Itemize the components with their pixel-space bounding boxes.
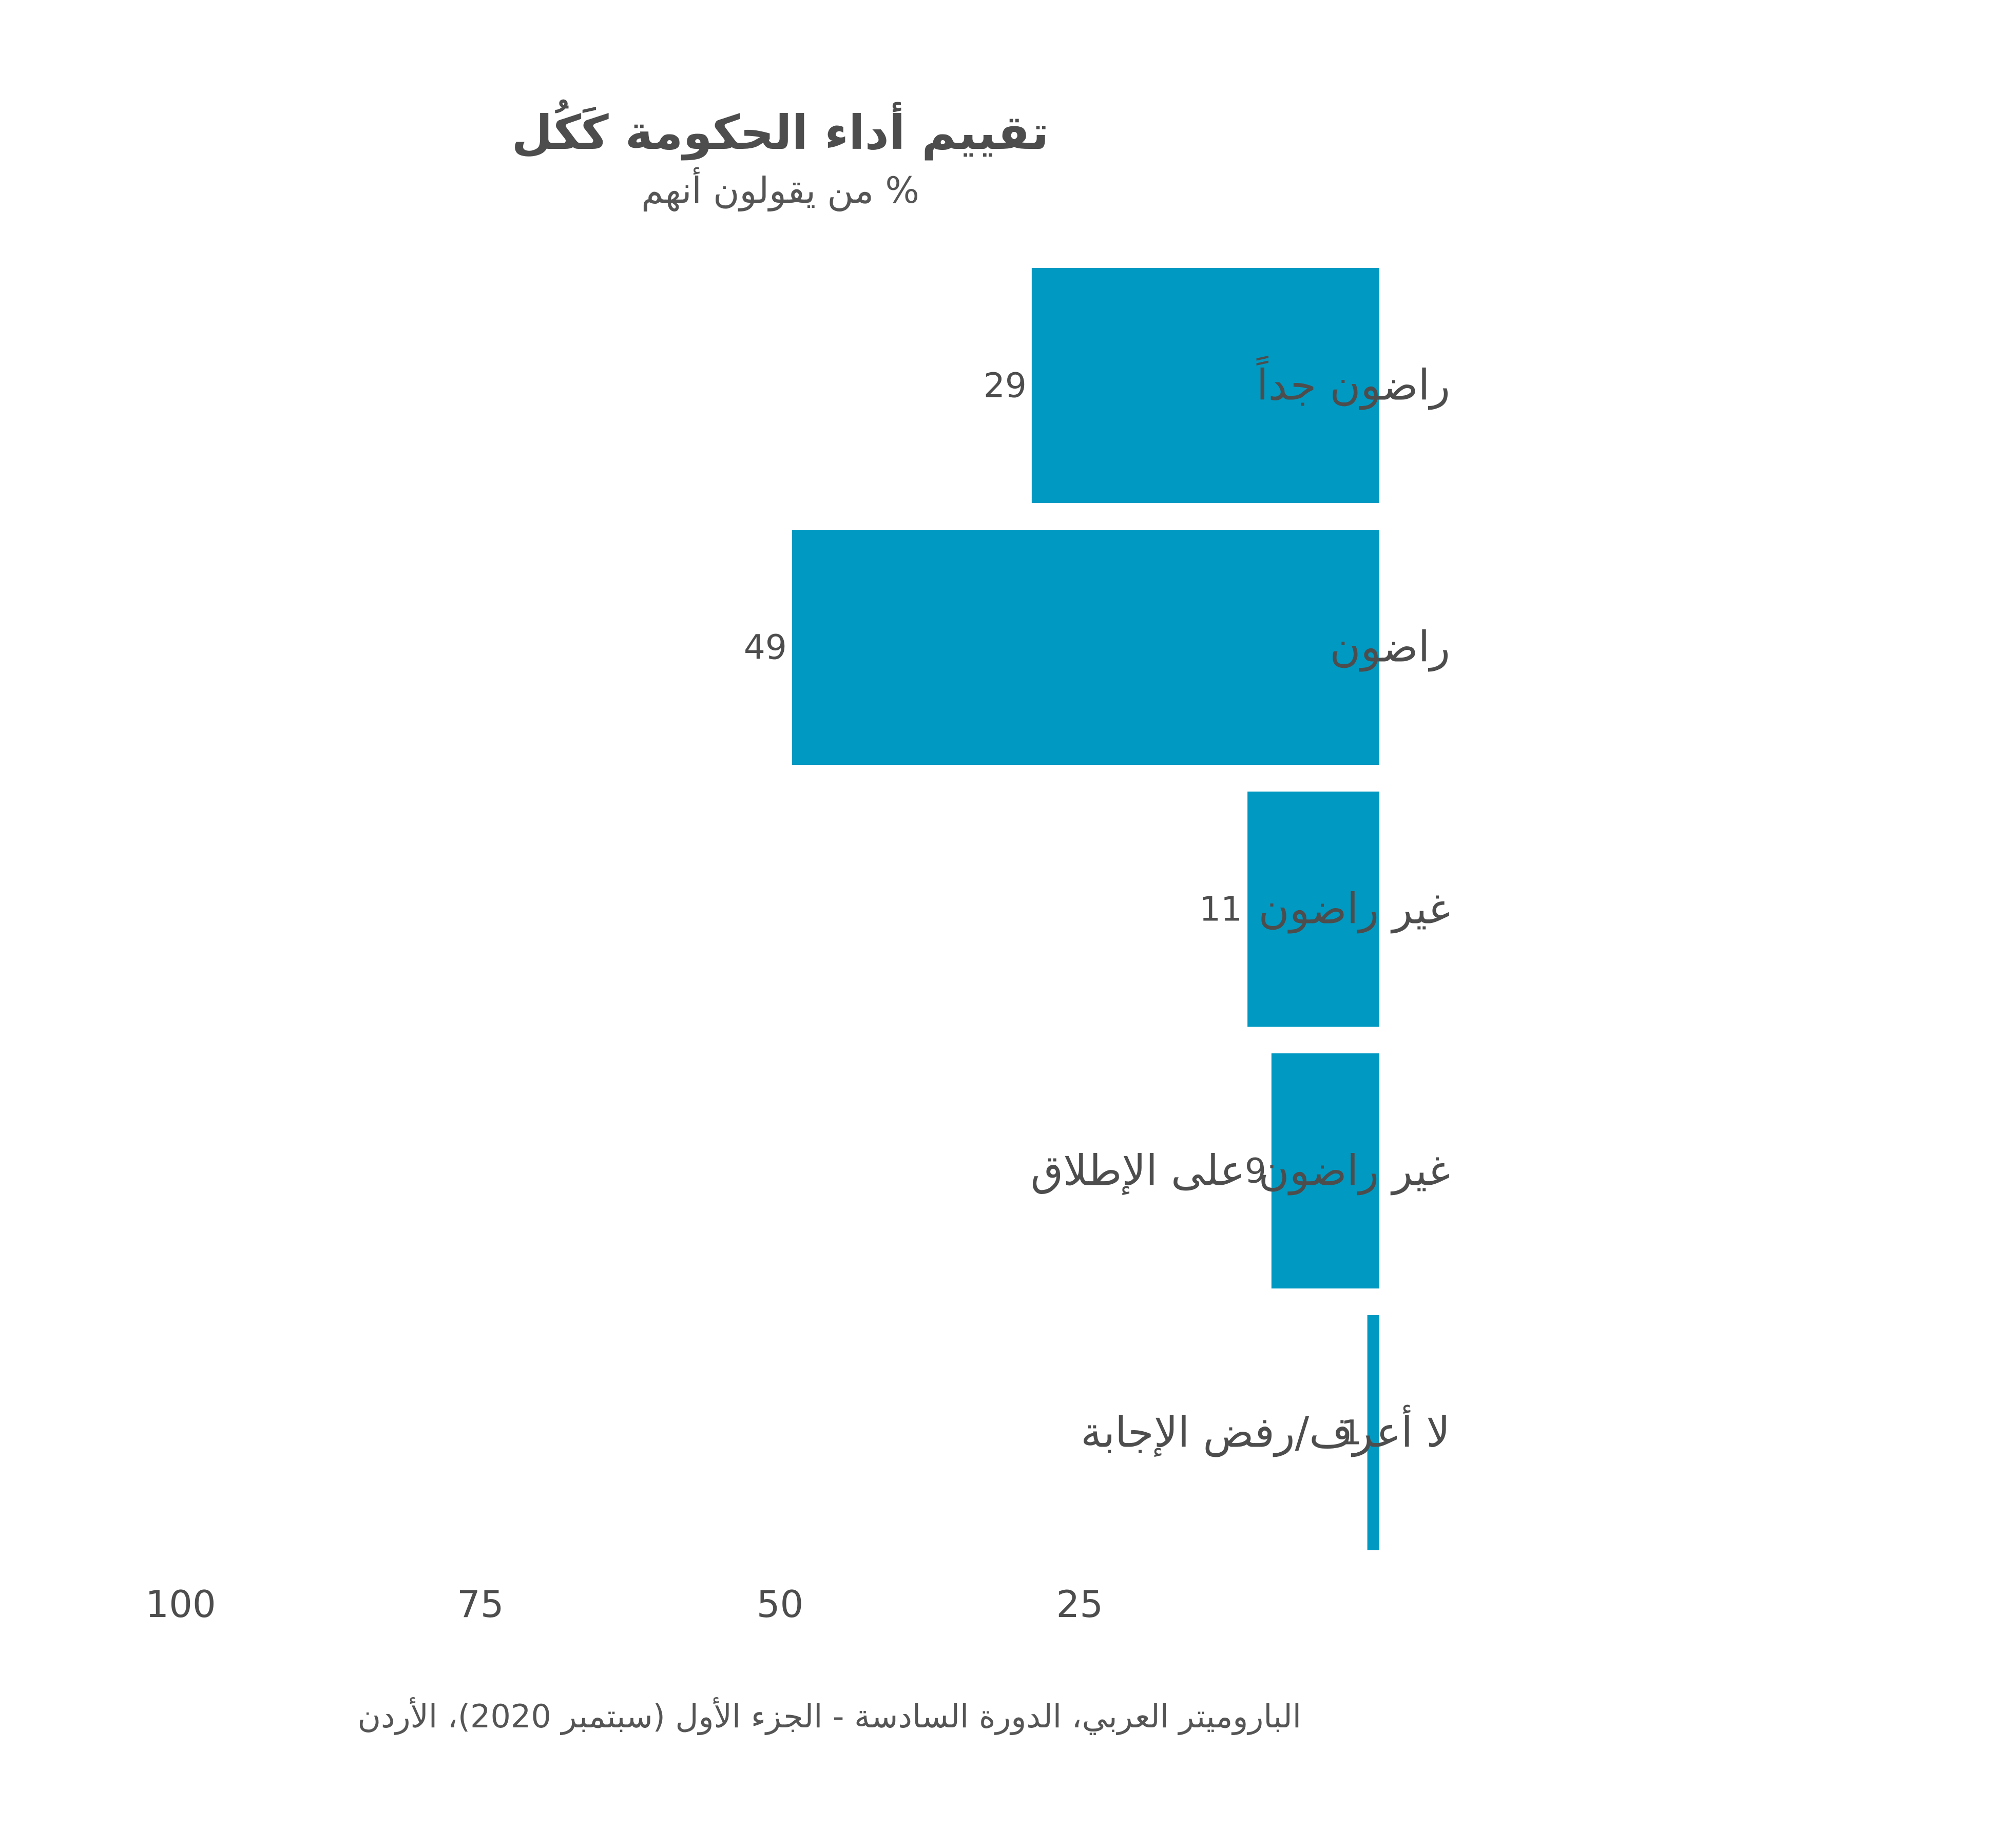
x-axis-ticks: 100 75 50 25 bbox=[145, 1583, 1103, 1626]
value-label-4: 9 bbox=[1245, 1151, 1266, 1191]
category-label-1: راضون جداً bbox=[1256, 355, 1450, 410]
bar-5 bbox=[1367, 1315, 1379, 1550]
category-label-3: غير راضون bbox=[1258, 885, 1450, 934]
x-tick-label-1: 100 bbox=[145, 1583, 216, 1626]
bar-2 bbox=[792, 530, 1379, 765]
chart-subtitle: % من يقولون أنهم bbox=[641, 167, 919, 211]
value-label-5: 1 bbox=[1341, 1413, 1362, 1453]
chart-title: تقييم أداء الحكومة كَكُل bbox=[512, 99, 1049, 161]
x-tick-label-2: 75 bbox=[457, 1583, 504, 1626]
category-label-2: راضون bbox=[1330, 623, 1450, 672]
bar-3 bbox=[1247, 792, 1379, 1027]
category-label-4: غير راضون على الإطلاق bbox=[1031, 1147, 1450, 1196]
value-label-2: 49 bbox=[744, 628, 787, 667]
category-label-5: لا أعرف/رفض الإجابة bbox=[1081, 1405, 1450, 1458]
value-label-1: 29 bbox=[984, 366, 1027, 406]
x-tick-label-3: 50 bbox=[757, 1583, 804, 1626]
chart-source: الباروميتر العربي، الدورة السادسة - الجز… bbox=[357, 1697, 1301, 1735]
value-label-3: 11 bbox=[1199, 890, 1242, 929]
x-tick-label-4: 25 bbox=[1056, 1583, 1103, 1626]
bar-4 bbox=[1271, 1053, 1379, 1288]
bar-1 bbox=[1031, 268, 1379, 503]
